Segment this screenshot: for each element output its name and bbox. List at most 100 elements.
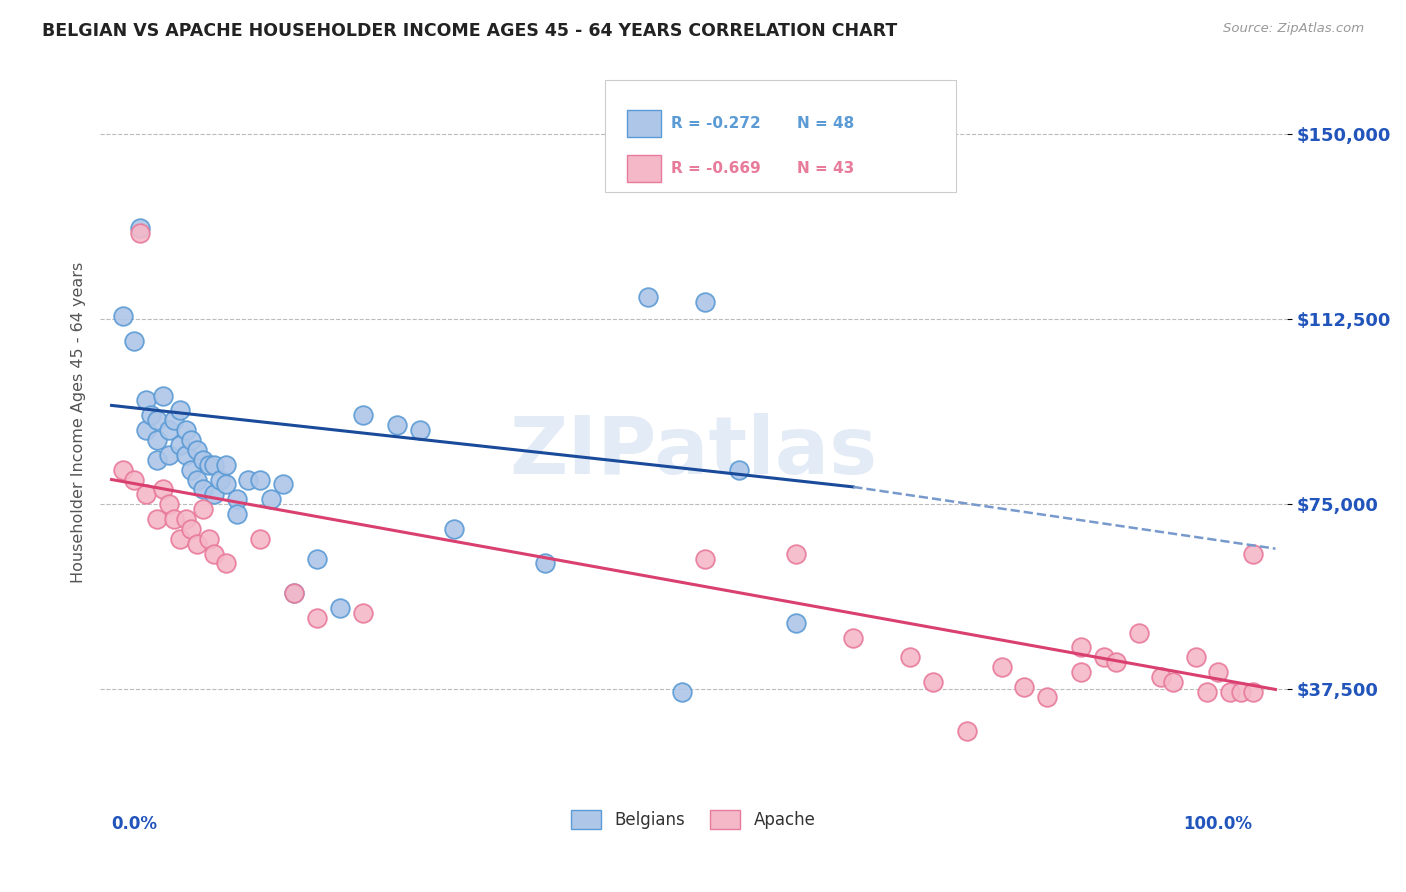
- Point: [1230, 685, 1253, 699]
- Point: [111, 462, 134, 476]
- Point: [146, 512, 169, 526]
- Text: ZIPatlas: ZIPatlas: [509, 413, 877, 491]
- Point: [146, 433, 169, 447]
- Point: [1128, 625, 1150, 640]
- Point: [728, 462, 751, 476]
- Point: [352, 606, 374, 620]
- Point: [1241, 547, 1264, 561]
- Point: [1184, 650, 1206, 665]
- Point: [191, 452, 214, 467]
- Point: [283, 586, 305, 600]
- Point: [197, 458, 219, 472]
- Point: [956, 724, 979, 739]
- Point: [146, 452, 169, 467]
- Point: [169, 403, 191, 417]
- Point: [305, 611, 328, 625]
- Point: [785, 547, 807, 561]
- Point: [214, 458, 236, 472]
- Point: [226, 492, 249, 507]
- Point: [1105, 655, 1128, 669]
- Point: [534, 557, 557, 571]
- Point: [186, 442, 208, 457]
- Text: R = -0.669: R = -0.669: [671, 161, 761, 177]
- Point: [180, 522, 202, 536]
- Point: [157, 497, 180, 511]
- Point: [186, 473, 208, 487]
- Point: [214, 477, 236, 491]
- Point: [249, 532, 271, 546]
- Point: [152, 388, 174, 402]
- Point: [111, 310, 134, 324]
- Point: [191, 483, 214, 497]
- Point: [990, 660, 1012, 674]
- Point: [238, 473, 260, 487]
- Point: [146, 413, 169, 427]
- Point: [174, 448, 197, 462]
- Point: [260, 492, 283, 507]
- Point: [1070, 640, 1092, 655]
- Point: [135, 487, 157, 501]
- Point: [163, 512, 186, 526]
- Point: [202, 547, 225, 561]
- Point: [135, 393, 157, 408]
- Point: [180, 433, 202, 447]
- Point: [637, 290, 659, 304]
- Point: [129, 220, 152, 235]
- Point: [202, 458, 225, 472]
- Point: [1208, 665, 1230, 680]
- Point: [186, 537, 208, 551]
- Point: [135, 423, 157, 437]
- Point: [249, 473, 271, 487]
- Point: [1161, 675, 1184, 690]
- Point: [352, 409, 374, 423]
- Point: [174, 512, 197, 526]
- Point: [169, 532, 191, 546]
- Point: [329, 601, 352, 615]
- Text: BELGIAN VS APACHE HOUSEHOLDER INCOME AGES 45 - 64 YEARS CORRELATION CHART: BELGIAN VS APACHE HOUSEHOLDER INCOME AGE…: [42, 22, 897, 40]
- Point: [174, 423, 197, 437]
- Point: [408, 423, 430, 437]
- Point: [1092, 650, 1115, 665]
- Point: [124, 473, 146, 487]
- Point: [1014, 680, 1036, 694]
- Point: [898, 650, 921, 665]
- Point: [208, 473, 231, 487]
- Text: N = 43: N = 43: [797, 161, 855, 177]
- Point: [163, 413, 186, 427]
- Point: [157, 423, 180, 437]
- Point: [124, 334, 146, 348]
- Point: [271, 477, 294, 491]
- Point: [922, 675, 945, 690]
- Text: N = 48: N = 48: [797, 116, 855, 131]
- Point: [1241, 685, 1264, 699]
- Point: [785, 615, 807, 630]
- Point: [1219, 685, 1241, 699]
- Point: [671, 685, 693, 699]
- Text: 0.0%: 0.0%: [111, 815, 157, 833]
- Point: [157, 448, 180, 462]
- Point: [197, 532, 219, 546]
- Y-axis label: Householder Income Ages 45 - 64 years: Householder Income Ages 45 - 64 years: [72, 262, 86, 583]
- Point: [141, 409, 163, 423]
- Point: [214, 557, 236, 571]
- Text: 100.0%: 100.0%: [1184, 815, 1253, 833]
- Point: [693, 551, 716, 566]
- Point: [305, 551, 328, 566]
- Point: [1150, 670, 1173, 684]
- Point: [283, 586, 305, 600]
- Point: [1070, 665, 1092, 680]
- Point: [202, 487, 225, 501]
- Point: [693, 294, 716, 309]
- Text: R = -0.272: R = -0.272: [671, 116, 761, 131]
- Text: Source: ZipAtlas.com: Source: ZipAtlas.com: [1223, 22, 1364, 36]
- Legend: Belgians, Apache: Belgians, Apache: [565, 803, 823, 836]
- Point: [1195, 685, 1218, 699]
- Point: [152, 483, 174, 497]
- Point: [180, 462, 202, 476]
- Point: [443, 522, 465, 536]
- Point: [385, 418, 408, 433]
- Point: [842, 631, 865, 645]
- Point: [226, 507, 249, 521]
- Point: [191, 502, 214, 516]
- Point: [1036, 690, 1059, 704]
